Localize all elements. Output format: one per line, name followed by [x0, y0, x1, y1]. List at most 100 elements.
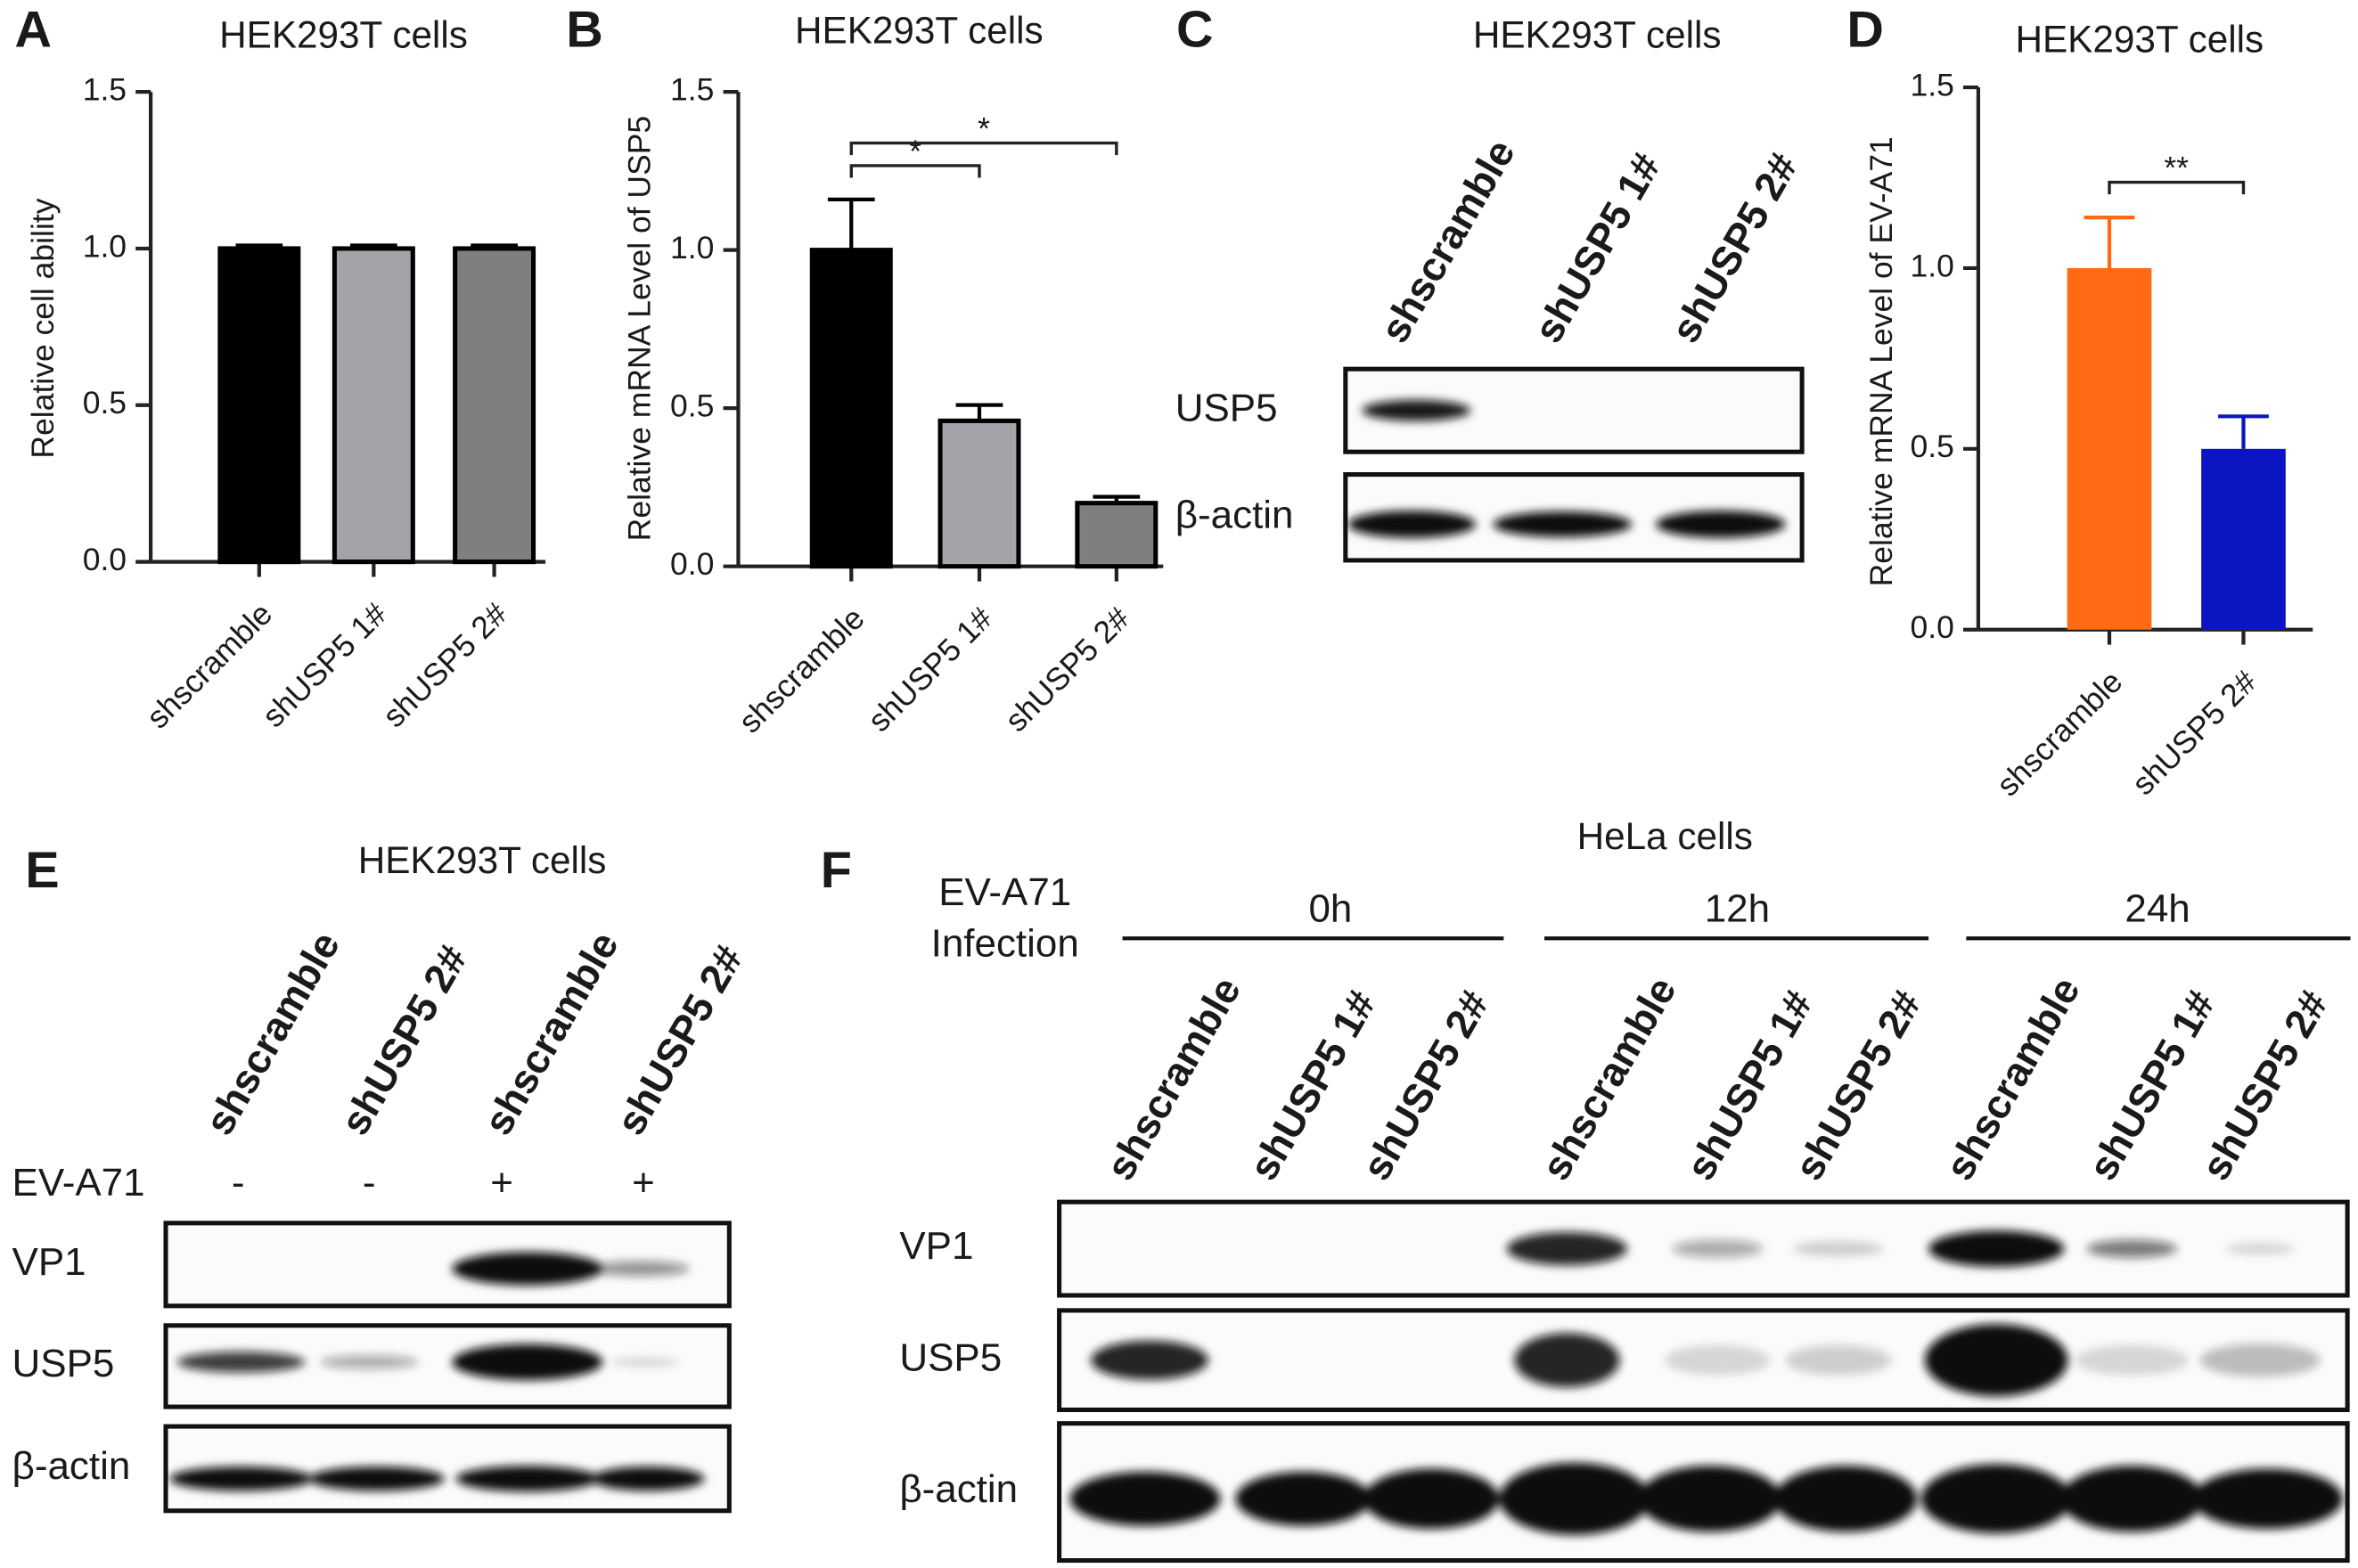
bar: [937, 418, 1021, 569]
time-label: 12h: [1705, 886, 1770, 930]
lane-label: shscramble: [475, 924, 627, 1142]
x-tick-label: shUSP5 2#: [376, 596, 514, 734]
bar: [809, 248, 893, 569]
blot-frame: [1057, 1308, 2350, 1413]
lane-label: shUSP5 2#: [332, 938, 476, 1143]
band: [1773, 1466, 1918, 1532]
band: [1928, 1230, 2065, 1267]
band: [2060, 1466, 2204, 1532]
treatment-value: +: [490, 1161, 513, 1205]
row-label: USP5: [899, 1335, 1002, 1379]
x-tick-label: shscramble: [1990, 664, 2130, 804]
panel-label: D: [1846, 1, 1884, 58]
x-tick-label: shUSP5 1#: [861, 600, 999, 739]
lane-label: shscramble: [1097, 969, 1249, 1188]
treatment-label: EV-A71: [938, 870, 1071, 914]
band-group: [452, 1252, 690, 1286]
band: [1920, 1464, 2072, 1534]
band: [1506, 1231, 1627, 1266]
panel-label: E: [25, 842, 59, 899]
band: [1069, 1471, 1221, 1526]
treatment-value: -: [363, 1161, 376, 1205]
lane-label: shUSP5 1#: [1525, 145, 1669, 350]
band: [2191, 1468, 2344, 1530]
band: [1347, 510, 1477, 538]
band-group: [176, 1343, 679, 1381]
y-tick-label: 0.5: [83, 385, 127, 421]
x-tick-label: shscramble: [732, 600, 872, 740]
y-axis-label: Relative mRNA Level of EV-A71: [1863, 136, 1899, 586]
band-group: [1506, 1230, 2295, 1267]
panel-label: B: [566, 1, 603, 58]
row-label: β-actin: [1175, 493, 1294, 536]
panel-label: A: [14, 1, 52, 58]
blot-title: HEK293T cells: [1473, 13, 1722, 55]
band: [320, 1355, 419, 1369]
band: [1363, 1468, 1500, 1530]
bar: [332, 246, 415, 565]
y-tick-label: 1.0: [670, 230, 714, 265]
y-tick-label: 1.5: [83, 72, 127, 108]
bar: [217, 246, 301, 565]
x-tick-label: shscramble: [140, 596, 280, 736]
band: [1656, 510, 1786, 538]
row-label: VP1: [12, 1240, 86, 1284]
lane-label: shscramble: [1371, 132, 1524, 350]
y-axis-label: Relative mRNA Level of USP5: [622, 116, 658, 541]
band: [1924, 1324, 2068, 1397]
y-tick-label: 1.5: [670, 72, 714, 108]
bar: [453, 246, 536, 565]
blot-title: HEK293T cells: [358, 839, 607, 881]
lane-label: shscramble: [196, 924, 348, 1142]
y-axis-label: Relative cell ability: [25, 198, 61, 458]
lane-label: shscramble: [1533, 969, 1685, 1188]
blot-frame: [1343, 366, 1805, 454]
time-label: 0h: [1308, 886, 1352, 930]
lane-label: shUSP5 2#: [1662, 145, 1806, 350]
band: [452, 1343, 603, 1381]
band: [1785, 1344, 1891, 1376]
y-tick-label: 0.0: [83, 542, 127, 577]
band: [591, 1466, 705, 1491]
band: [176, 1352, 306, 1373]
band-group: [1069, 1462, 2344, 1535]
y-tick-label: 0.0: [670, 546, 714, 582]
treatment-label: EV-A71: [12, 1161, 145, 1205]
x-tick-label: shUSP5 2#: [998, 600, 1136, 739]
band: [308, 1466, 445, 1491]
significance-bracket: [849, 164, 981, 178]
blot-frame: [163, 1221, 732, 1309]
chart-title: HEK293T cells: [2015, 18, 2264, 60]
band: [2075, 1344, 2189, 1376]
blot-frame: [1057, 1199, 2350, 1298]
bar: [1075, 501, 1159, 569]
band: [1665, 1344, 1771, 1376]
y-tick-label: 1.5: [1910, 67, 1953, 102]
x-tick-label: shUSP5 1#: [255, 596, 393, 734]
row-label: USP5: [1175, 386, 1278, 429]
band-group: [1091, 1324, 2321, 1397]
band: [1638, 1466, 1782, 1532]
y-tick-label: 1.0: [83, 228, 127, 264]
row-label: β-actin: [899, 1467, 1018, 1511]
y-tick-label: 1.0: [1910, 248, 1953, 283]
chart-title: HEK293T cells: [795, 9, 1044, 51]
band-group: [1362, 399, 1471, 421]
panel-label: F: [821, 842, 852, 899]
row-label: VP1: [899, 1224, 973, 1268]
band: [610, 1357, 679, 1367]
band: [169, 1466, 313, 1491]
band: [1091, 1340, 1208, 1380]
band: [2199, 1343, 2321, 1377]
treatment-label: Infection: [931, 921, 1079, 965]
x-tick-label: shUSP5 2#: [2125, 664, 2264, 802]
band: [2086, 1239, 2178, 1258]
significance-bracket: [2108, 180, 2246, 195]
lane-label: shUSP5 2#: [608, 938, 752, 1143]
band: [591, 1261, 690, 1277]
row-label: β-actin: [12, 1444, 131, 1488]
blot-frame: [1057, 1421, 2350, 1564]
y-tick-label: 0.5: [670, 388, 714, 424]
time-label: 24h: [2125, 886, 2190, 930]
